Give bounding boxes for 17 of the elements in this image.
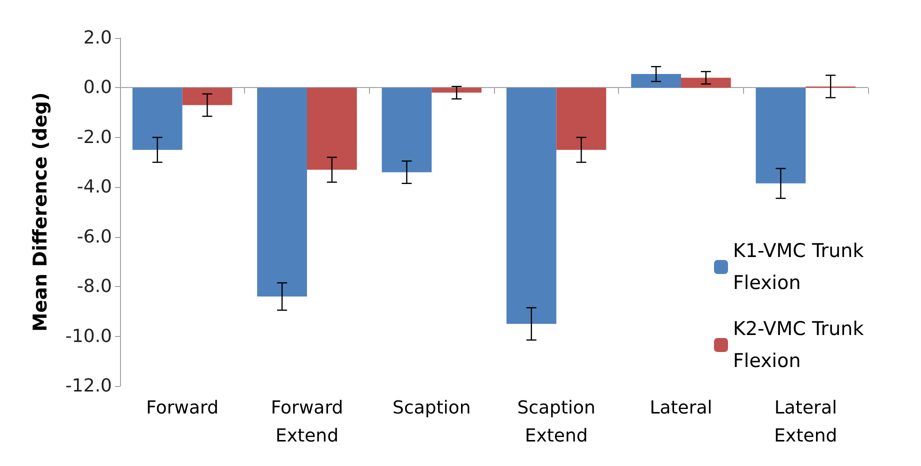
- x-tick-label: Lateral Extend: [774, 398, 838, 446]
- y-tick-label: -10.0: [65, 326, 112, 347]
- x-tick-label: Lateral: [650, 398, 712, 418]
- x-tick-label: Forward Extend: [270, 398, 344, 446]
- y-tick-label: -6.0: [76, 226, 112, 248]
- y-tick-label: -2.0: [76, 126, 112, 148]
- y-tick-label: -8.0: [76, 276, 112, 298]
- y-axis-title: Mean Difference (deg): [30, 92, 52, 332]
- y-tick-label: -4.0: [76, 176, 112, 198]
- x-tick-label: Scaption Extend: [517, 398, 596, 446]
- y-tick-label: 0.0: [83, 77, 112, 98]
- y-tick-label: 2.0: [83, 28, 112, 48]
- y-tick-label: -12.0: [65, 376, 112, 396]
- legend-label: K1-VMC Trunk Flexion: [733, 240, 870, 294]
- x-tick-label: Forward: [146, 398, 219, 418]
- legend-label: K2-VMC Trunk Flexion: [733, 318, 870, 372]
- x-tick-label: Scaption: [392, 398, 471, 418]
